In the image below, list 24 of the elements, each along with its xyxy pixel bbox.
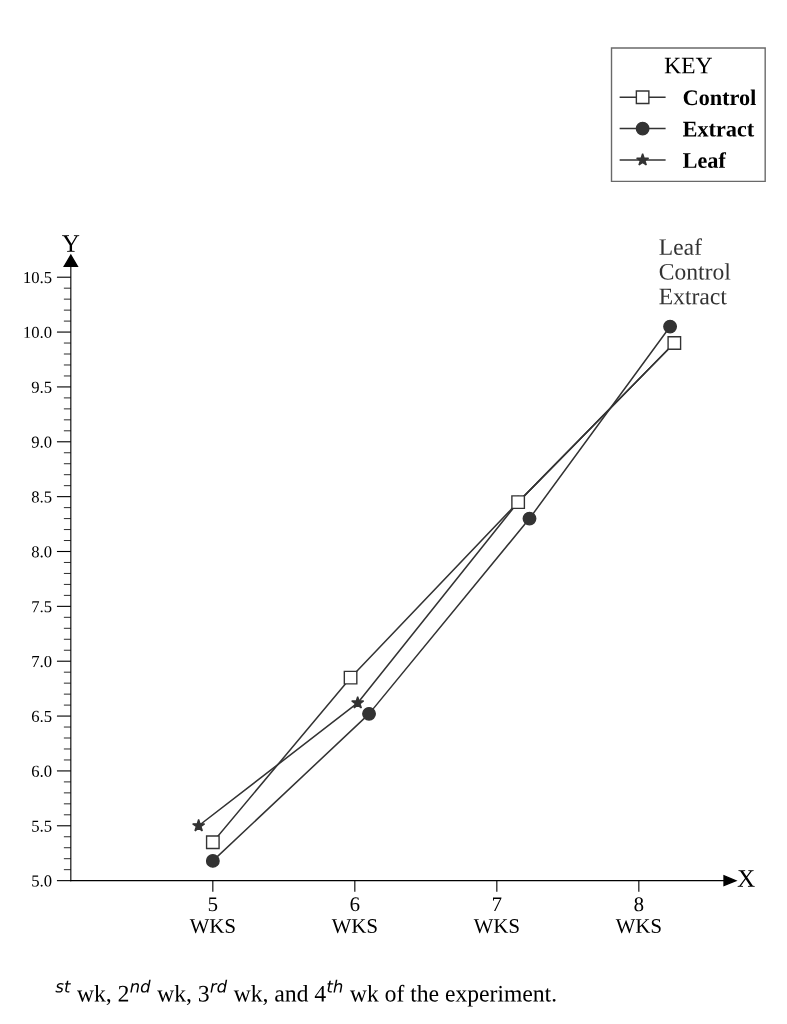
x-tick-label: 5 WKS xyxy=(189,897,235,934)
legend-label: Control xyxy=(683,89,756,106)
y-tick-label: 8.5 xyxy=(31,491,52,503)
text: $^{st}$ wk, 2$^{nd}$ wk, 3$^{rd}$ wk, and 4$^{th}$ wk of the experiment. xyxy=(55,979,556,1007)
y-tick-label: 5.5 xyxy=(32,820,52,832)
y-axis-title: Y xyxy=(62,235,80,252)
y-tick-label: 9.0 xyxy=(31,436,52,448)
y-tick-label: 6.5 xyxy=(31,710,52,723)
y-tick-label: 5.0 xyxy=(32,875,52,887)
x-axis-title: X xyxy=(737,870,755,887)
x-tick-label: 8 WKS xyxy=(615,897,661,934)
y-tick-label: 6.0 xyxy=(31,765,52,777)
x-tick-label: 6 WKS xyxy=(331,897,377,934)
annotation: Leaf Control Extract xyxy=(659,238,731,305)
y-tick-label: 8.0 xyxy=(31,546,52,558)
legend-label: Leaf xyxy=(683,152,727,168)
x-tick-label: 7 WKS xyxy=(473,897,519,934)
y-tick-label: 10.0 xyxy=(24,326,52,339)
y-tick-label: 9.5 xyxy=(31,381,52,393)
legend-label: Extract xyxy=(683,121,755,137)
y-tick-label: 7.0 xyxy=(32,655,52,668)
y-tick-label: 10.5 xyxy=(24,271,52,284)
y-tick-label: 7.5 xyxy=(32,601,52,613)
legend-title: KEY xyxy=(664,57,713,74)
